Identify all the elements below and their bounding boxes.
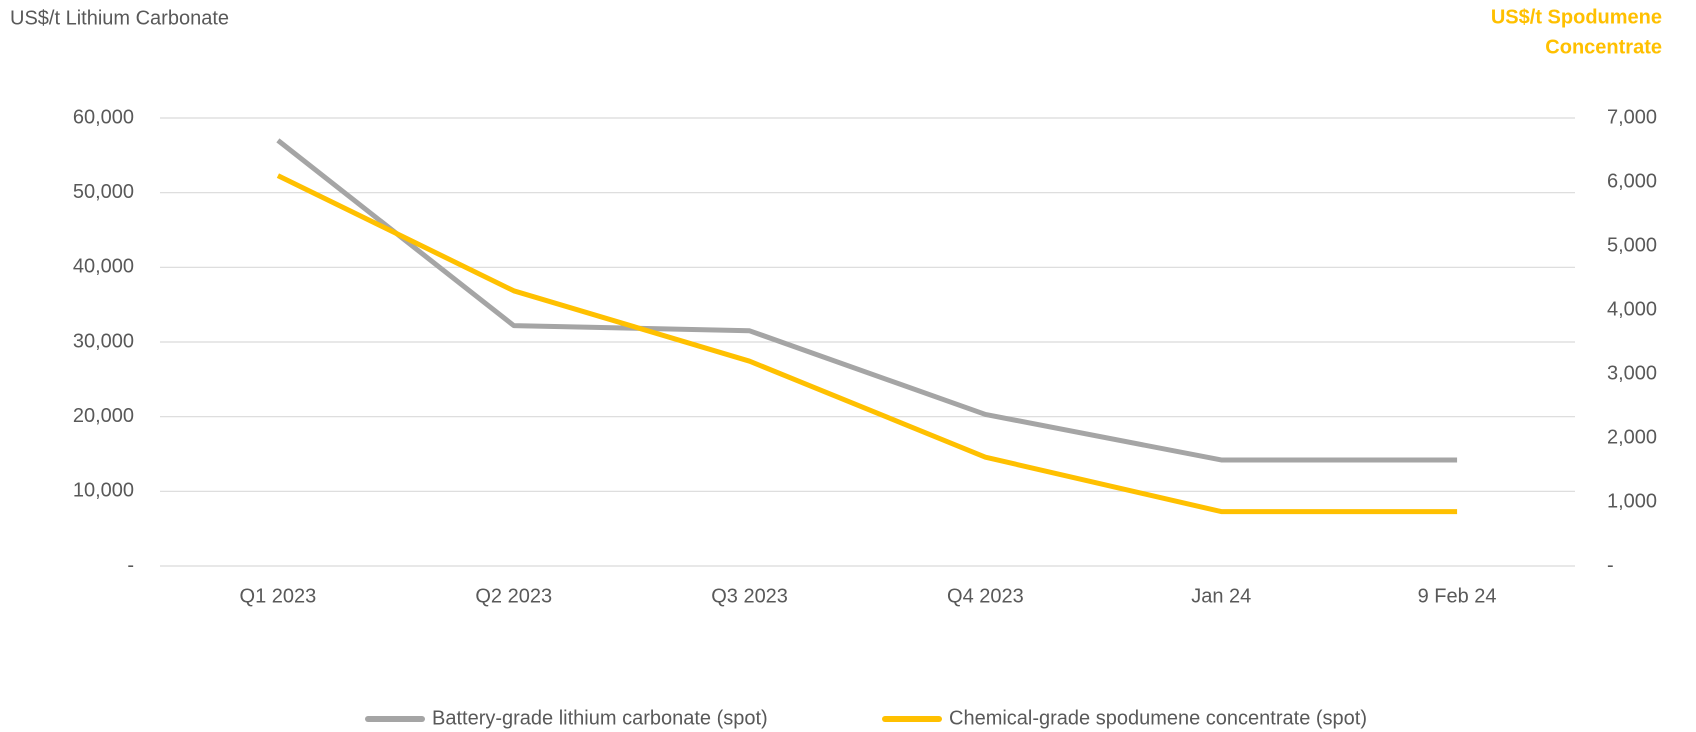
y-tick-label: 60,000 <box>73 106 134 128</box>
y-tick-label: 40,000 <box>73 256 134 278</box>
y2-tick-label: 7,000 <box>1607 106 1657 128</box>
series-line <box>276 173 1458 515</box>
x-tick-label: Q2 2023 <box>475 585 552 607</box>
series-line <box>276 138 1458 463</box>
x-tick-label: Jan 24 <box>1191 585 1251 607</box>
y2-tick-label: - <box>1607 554 1614 576</box>
y-tick-label: 30,000 <box>73 330 134 352</box>
x-tick-label: 9 Feb 24 <box>1418 585 1497 607</box>
y-tick-label: 50,000 <box>73 181 134 203</box>
y2-axis-label: Concentrate <box>1545 36 1662 58</box>
y2-tick-label: 2,000 <box>1607 426 1657 448</box>
y2-tick-label: 6,000 <box>1607 170 1657 192</box>
y2-tick-label: 1,000 <box>1607 490 1657 512</box>
legend-label: Chemical-grade spodumene concentrate (sp… <box>949 707 1367 729</box>
y-tick-label: - <box>127 554 134 576</box>
y-tick-label: 10,000 <box>73 480 134 502</box>
y-axis-label: US$/t Lithium Carbonate <box>10 7 229 29</box>
x-tick-label: Q1 2023 <box>240 585 317 607</box>
y-tick-label: 20,000 <box>73 405 134 427</box>
y2-tick-label: 4,000 <box>1607 298 1657 320</box>
y2-tick-label: 3,000 <box>1607 362 1657 384</box>
x-tick-label: Q4 2023 <box>947 585 1024 607</box>
y2-tick-label: 5,000 <box>1607 234 1657 256</box>
legend-label: Battery-grade lithium carbonate (spot) <box>432 707 768 729</box>
x-tick-label: Q3 2023 <box>711 585 788 607</box>
y2-axis-label: US$/t Spodumene <box>1491 6 1662 28</box>
